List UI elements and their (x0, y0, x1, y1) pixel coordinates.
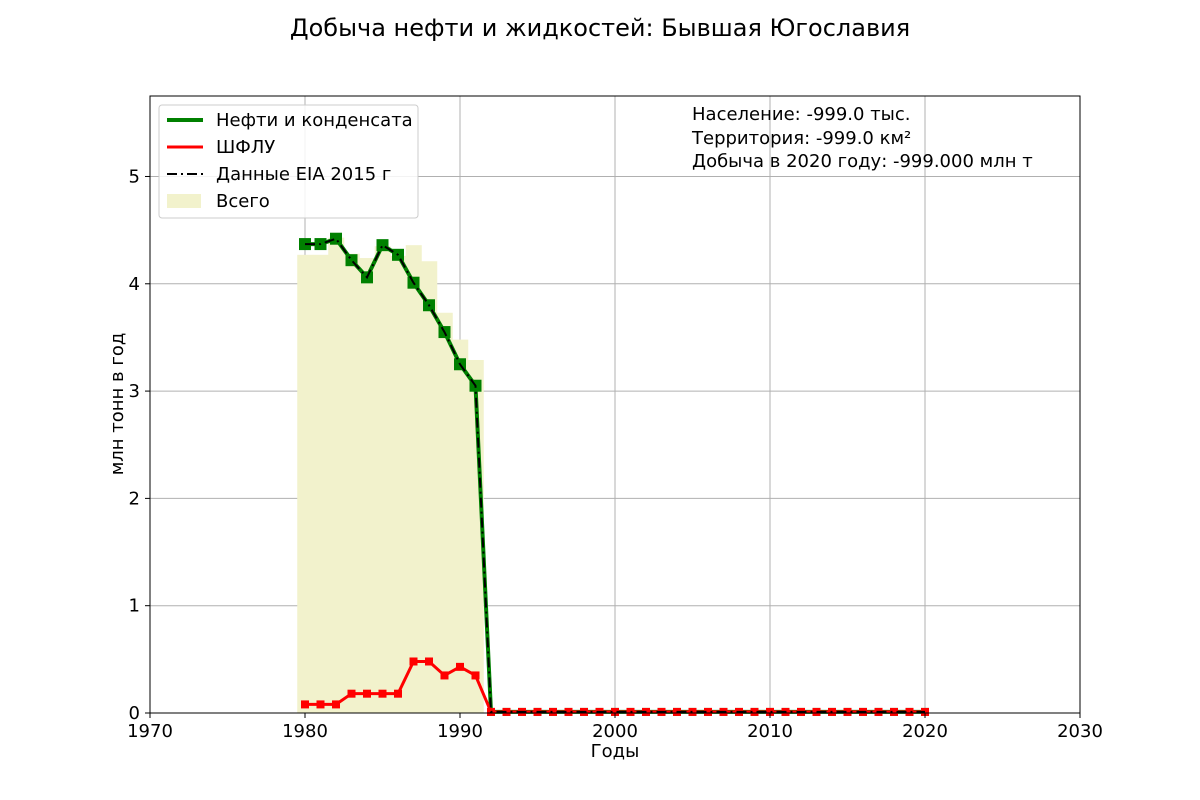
data-point (347, 689, 356, 698)
legend-label: Нефти и конденсата (216, 110, 413, 131)
x-tick-label: 2030 (1057, 721, 1103, 742)
data-point (766, 707, 774, 716)
y-tick-label: 4 (129, 274, 140, 295)
y-tick-label: 3 (129, 381, 140, 402)
plot-area (149, 95, 1081, 716)
data-point (316, 700, 325, 709)
data-point (394, 689, 402, 698)
data-point (890, 707, 898, 716)
x-tick-label: 1980 (282, 721, 328, 742)
annotation-production-2020: Добыча в 2020 году: -999.000 млн т (692, 151, 1033, 172)
data-point (564, 707, 573, 716)
legend-item-всего: Всего (167, 191, 270, 212)
data-point (440, 671, 449, 680)
data-point (378, 689, 387, 698)
series-данные-eia-2015-г (305, 237, 925, 713)
total-bar-1983 (343, 253, 360, 713)
data-point (301, 700, 309, 709)
legend-item-данные-eia-2015-г: Данные EIA 2015 г (167, 164, 391, 185)
data-point (425, 657, 433, 666)
total-bar-1982 (328, 237, 345, 714)
y-tick-label: 1 (129, 596, 140, 617)
legend-swatch (167, 194, 201, 208)
data-point (704, 707, 712, 716)
data-point (502, 707, 511, 716)
legend-item-шфлу: ШФЛУ (167, 137, 275, 158)
data-point (843, 707, 852, 716)
data-point (332, 700, 340, 709)
legend-label: ШФЛУ (216, 137, 275, 158)
annotation-territory: Территория: -999.0 км² (691, 128, 911, 149)
x-tick-label: 2000 (592, 721, 638, 742)
total-bars (297, 237, 484, 714)
data-point (750, 707, 759, 716)
x-axis-ticks: 1970 1980 1990 2000 2010 2020 2030 (127, 713, 1103, 742)
total-bar-1989 (436, 312, 453, 713)
total-bar-1984 (359, 258, 376, 713)
y-tick-label: 2 (129, 488, 140, 509)
info-annotations: Население: -999.0 тыс. Территория: -999.… (691, 104, 1033, 172)
series-line (305, 237, 925, 713)
x-tick-label: 1990 (437, 721, 483, 742)
y-tick-label: 0 (129, 703, 140, 724)
total-bar-1986 (390, 255, 407, 713)
x-tick-label: 2010 (747, 721, 793, 742)
total-bar-1987 (405, 245, 422, 713)
data-point (409, 657, 418, 666)
data-point (376, 239, 389, 252)
legend-label: Всего (216, 191, 270, 212)
legend-item-нефти-и-конденсата: Нефти и конденсата (167, 110, 413, 131)
data-point (363, 689, 371, 698)
data-point (471, 671, 480, 680)
legend-box (158, 104, 419, 219)
legend-label: Данные EIA 2015 г (216, 164, 391, 185)
legend: Нефти и конденсата ШФЛУ Данные EIA 2015 г В… (158, 104, 419, 219)
y-tick-label: 5 (129, 166, 140, 187)
x-axis-label: Годы (591, 741, 640, 762)
x-tick-label: 1970 (127, 721, 173, 742)
data-point (549, 707, 557, 716)
total-bar-1981 (312, 254, 329, 714)
annotation-population: Население: -999.0 тыс. (692, 104, 911, 125)
chart-title: Добыча нефти и жидкостей: Бывшая Югослав… (290, 14, 910, 42)
data-point (688, 707, 697, 716)
total-bar-1985 (374, 246, 391, 714)
y-axis-ticks: 0 1 2 3 4 5 (129, 166, 150, 724)
y-axis-label: млн тонн в год (107, 333, 128, 476)
series-lines (299, 232, 929, 716)
total-bar-1988 (421, 261, 438, 713)
data-point (456, 662, 464, 671)
data-point (905, 707, 914, 716)
total-bar-1990 (452, 339, 469, 713)
data-point (611, 707, 619, 716)
total-bar-1980 (297, 254, 314, 714)
x-tick-label: 2020 (902, 721, 948, 742)
data-point (330, 232, 342, 245)
